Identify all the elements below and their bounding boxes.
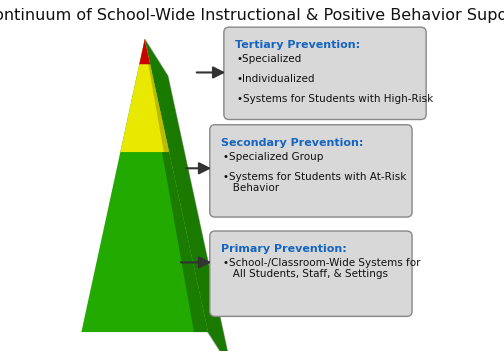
Polygon shape xyxy=(145,39,208,332)
Text: •Specialized: •Specialized xyxy=(237,54,302,64)
Text: Primary Prevention:: Primary Prevention: xyxy=(221,244,347,254)
Text: Tertiary Prevention:: Tertiary Prevention: xyxy=(235,40,360,50)
Polygon shape xyxy=(145,39,169,152)
Polygon shape xyxy=(120,39,169,152)
Polygon shape xyxy=(145,39,231,354)
Text: •Systems for Students with At-Risk
   Behavior: •Systems for Students with At-Risk Behav… xyxy=(223,172,406,193)
Polygon shape xyxy=(145,39,223,354)
Text: •School-/Classroom-Wide Systems for
   All Students, Staff, & Settings: •School-/Classroom-Wide Systems for All … xyxy=(223,258,420,279)
Text: •Individualized: •Individualized xyxy=(237,74,316,84)
Text: •Specialized Group: •Specialized Group xyxy=(223,152,323,161)
FancyBboxPatch shape xyxy=(210,231,412,316)
Polygon shape xyxy=(145,39,231,354)
Text: Continuum of School-Wide Instructional & Positive Behavior Suport: Continuum of School-Wide Instructional &… xyxy=(0,8,504,23)
Polygon shape xyxy=(139,39,150,64)
FancyBboxPatch shape xyxy=(210,125,412,217)
Text: •Systems for Students with High-Risk: •Systems for Students with High-Risk xyxy=(237,95,433,104)
Polygon shape xyxy=(145,39,216,344)
Polygon shape xyxy=(81,39,208,332)
Text: Secondary Prevention:: Secondary Prevention: xyxy=(221,138,364,148)
FancyBboxPatch shape xyxy=(224,27,426,120)
